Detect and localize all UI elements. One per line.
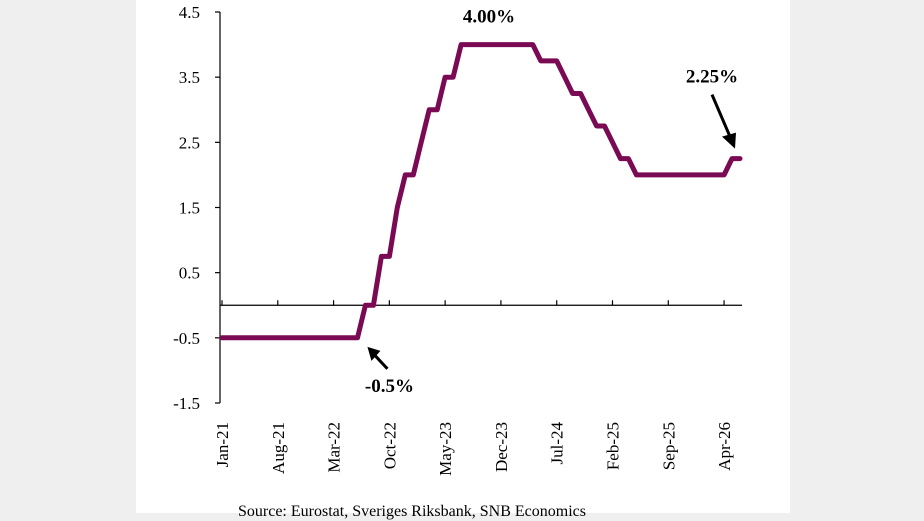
annotation-end-label: 2.25%	[686, 67, 738, 88]
source-note: Source: Eurostat, Sveriges Riksbank, SNB…	[238, 503, 586, 520]
annotation-low-arrow	[372, 352, 389, 370]
x-tick-label: Dec-23	[492, 422, 511, 472]
x-tick-label: May-23	[436, 422, 455, 476]
annotation-low-label: -0.5%	[365, 376, 414, 397]
y-tick-label: 1.5	[179, 199, 200, 218]
annotations: 4.00% 2.25% -0.5%	[365, 7, 738, 397]
y-tick-label: 4.5	[179, 3, 200, 22]
annotation-peak-label: 4.00%	[463, 7, 515, 28]
x-tick-label: Apr-26	[715, 422, 734, 471]
annotation-end-arrowhead	[722, 132, 736, 149]
x-axis: Jan-21 Aug-21 Mar-22 Oct-22 May-23 Dec-23 Jul-…	[213, 300, 742, 476]
x-tick-label: Aug-21	[269, 422, 288, 474]
annotation-end-arrow	[710, 94, 732, 138]
x-tick-label: Mar-22	[325, 422, 344, 473]
x-tick-label: Feb-25	[603, 422, 622, 470]
x-tick-label: Oct-22	[380, 422, 399, 469]
line-chart: 4.5 3.5 2.5 1.5 0.5 -0.5 -1.5 Jan-21 Aug-21 Mar-…	[173, 3, 743, 476]
y-tick-label: -0.5	[173, 329, 200, 348]
policy-rate-line	[219, 42, 743, 341]
y-tick-label: 0.5	[179, 264, 200, 283]
y-axis: 4.5 3.5 2.5 1.5 0.5 -0.5 -1.5	[173, 3, 221, 413]
y-tick-label: 2.5	[179, 133, 200, 152]
y-tick-label: -1.5	[173, 394, 200, 413]
y-tick-label: 3.5	[179, 68, 200, 87]
x-tick-label: Jul-24	[548, 422, 567, 465]
x-tick-label: Jan-21	[213, 422, 232, 467]
annotation-low-arrowhead	[367, 346, 381, 361]
x-tick-label: Sep-25	[659, 422, 678, 470]
chart-panel: 4.5 3.5 2.5 1.5 0.5 -0.5 -1.5 Jan-21 Aug-21 Mar-…	[136, 0, 790, 513]
series	[219, 42, 743, 341]
